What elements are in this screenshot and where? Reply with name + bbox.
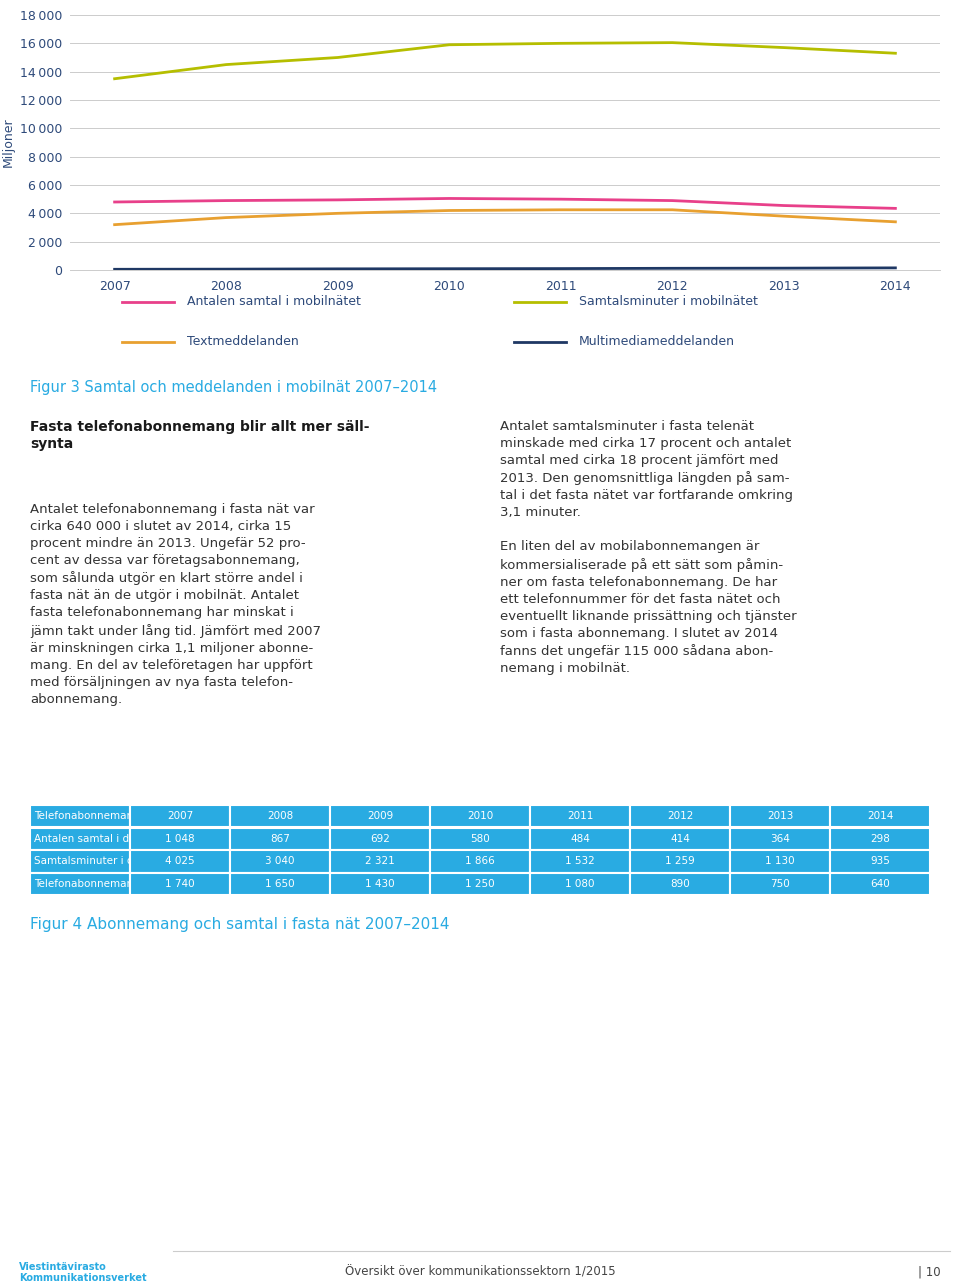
Text: Antalet telefonabonnemang i fasta nät var
cirka 640 000 i slutet av 2014, cirka : Antalet telefonabonnemang i fasta nät va… — [30, 503, 321, 705]
Text: Antalen samtal i mobilnätet: Antalen samtal i mobilnätet — [187, 296, 361, 309]
Text: Samtalsminuter i mobilnätet: Samtalsminuter i mobilnätet — [579, 296, 757, 309]
Text: | 10: | 10 — [918, 1266, 941, 1279]
Text: Figur 3 Samtal och meddelanden i mobilnät 2007–2014: Figur 3 Samtal och meddelanden i mobilnä… — [30, 380, 437, 395]
Text: Textmeddelanden: Textmeddelanden — [187, 336, 300, 349]
Text: Viestintävirasto
Kommunikationsverket: Viestintävirasto Kommunikationsverket — [19, 1261, 147, 1283]
Text: Fasta telefonabonnemang blir allt mer säll-
synta: Fasta telefonabonnemang blir allt mer sä… — [30, 420, 370, 452]
Text: Multimediameddelanden: Multimediameddelanden — [579, 336, 735, 349]
Text: Antalet samtalsminuter i fasta telenät
minskade med cirka 17 procent och antalet: Antalet samtalsminuter i fasta telenät m… — [500, 420, 797, 676]
Text: Figur 4 Abonnemang och samtal i fasta nät 2007–2014: Figur 4 Abonnemang och samtal i fasta nä… — [30, 918, 449, 933]
Text: Översikt över kommunikationssektorn 1/2015: Översikt över kommunikationssektorn 1/20… — [345, 1266, 615, 1279]
Y-axis label: Miljoner: Miljoner — [1, 117, 14, 167]
